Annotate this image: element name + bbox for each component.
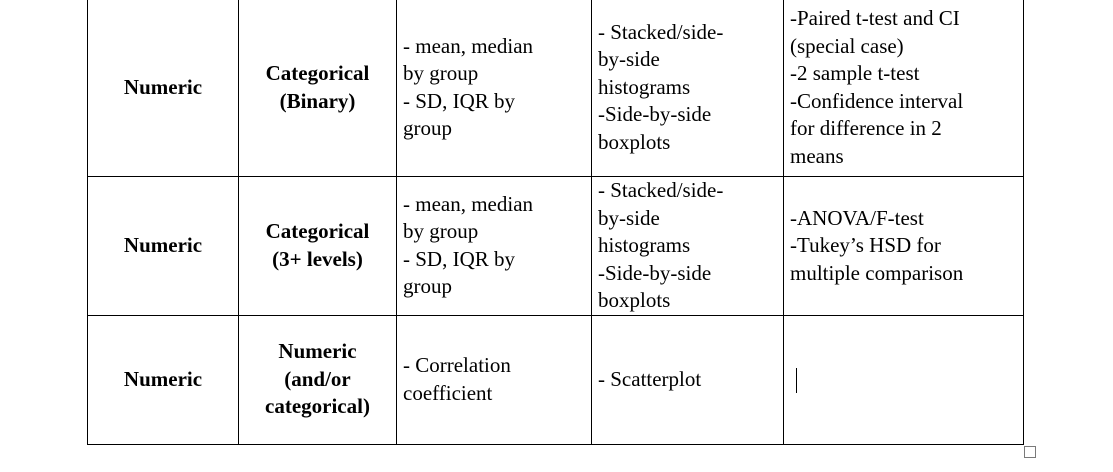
graphical-summary-cell[interactable]: - Stacked/side- by-side histograms -Side… <box>591 176 784 316</box>
cell-line: - mean, median <box>403 33 534 58</box>
cell-line: histograms <box>598 233 691 257</box>
cell-line: by-side <box>598 205 660 230</box>
cell-line: - SD, IQR by <box>403 88 516 113</box>
table-resize-handle[interactable] <box>1024 446 1036 458</box>
response-cell[interactable]: Numeric <box>87 176 239 316</box>
cell-line: - Scatterplot <box>598 366 702 391</box>
cell-line: group <box>403 274 452 299</box>
numerical-summary-cell[interactable]: - mean, median by group - SD, IQR by gro… <box>396 0 592 177</box>
explanatory-cell[interactable]: Numeric (and/or categorical) <box>238 314 397 445</box>
cell-line: boxplots <box>598 288 671 312</box>
cell-line: -Side-by-side <box>598 260 712 285</box>
cell-line: -Paired t-test and CI <box>790 6 960 30</box>
cell-line: - mean, median <box>403 191 534 216</box>
text-cursor <box>796 368 797 394</box>
methods-table: Numeric Categorical (Binary) - mean, med… <box>87 0 1024 445</box>
cell-line: by group <box>403 219 479 244</box>
cell-line: - Stacked/side- <box>598 19 724 44</box>
cell-line: group <box>403 116 452 140</box>
cell-line: -Tukey’s HSD for <box>790 233 941 257</box>
cell-line: by-side <box>598 47 660 72</box>
cell-line: Categorical <box>265 61 370 85</box>
cell-line: - SD, IQR by <box>403 246 516 271</box>
cell-line: Numeric <box>123 233 203 257</box>
cell-line: by group <box>403 61 479 85</box>
cell-line: multiple comparison <box>790 260 964 285</box>
cell-line: Numeric <box>278 339 357 364</box>
table-row: Numeric Categorical (Binary) - mean, med… <box>87 0 1024 177</box>
graphical-summary-cell[interactable]: - Scatterplot <box>591 314 784 445</box>
numerical-summary-cell[interactable]: - Correlation coefficient <box>396 314 592 445</box>
response-cell[interactable]: Numeric <box>87 0 239 177</box>
numerical-summary-cell[interactable]: - mean, median by group - SD, IQR by gro… <box>396 176 592 316</box>
response-cell[interactable]: Numeric <box>87 314 239 445</box>
cell-line: (Binary) <box>279 88 356 113</box>
cell-line: (3+ levels) <box>272 246 363 271</box>
explanatory-cell[interactable]: Categorical (Binary) <box>238 0 397 177</box>
cell-line: -ANOVA/F-test <box>790 205 924 230</box>
cell-line: -2 sample t-test <box>790 61 920 85</box>
cell-line: (special case) <box>790 33 904 58</box>
cell-line: for difference in 2 <box>790 116 942 140</box>
cell-line: - Correlation <box>403 353 511 377</box>
cell-line: means <box>790 143 844 168</box>
cell-line: categorical) <box>265 394 370 419</box>
table-row: Numeric Categorical (3+ levels) - mean, … <box>87 176 1024 316</box>
explanatory-cell[interactable]: Categorical (3+ levels) <box>238 176 397 316</box>
inference-cell[interactable]: -Paired t-test and CI (special case) -2 … <box>783 0 1024 177</box>
cell-line: Numeric <box>123 74 203 99</box>
inference-cell[interactable]: -ANOVA/F-test -Tukey’s HSD for multiple … <box>783 176 1024 316</box>
table-row: Numeric Numeric (and/or categorical) - C… <box>87 314 1024 445</box>
cell-line: (and/or <box>284 366 351 391</box>
cell-line: - Stacked/side- <box>598 178 724 202</box>
cell-line: boxplots <box>598 129 671 154</box>
cell-line: Categorical <box>265 219 370 244</box>
cell-line: Numeric <box>123 366 203 391</box>
cell-line: coefficient <box>403 380 493 405</box>
graphical-summary-cell[interactable]: - Stacked/side- by-side histograms -Side… <box>591 0 784 177</box>
cell-line: histograms <box>598 74 691 99</box>
inference-cell[interactable] <box>783 314 1024 445</box>
cell-line: -Side-by-side <box>598 102 712 127</box>
cell-line: -Confidence interval <box>790 88 964 113</box>
